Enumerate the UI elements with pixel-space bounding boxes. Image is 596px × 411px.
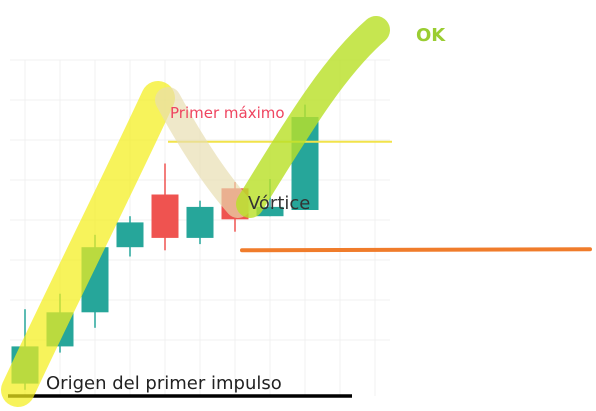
- highlight-impulse-up: [1, 81, 175, 407]
- annotation-origen: Origen del primer impulso: [46, 373, 282, 394]
- annotations: Primer máximo Vórtice OK Origen del prim…: [46, 25, 446, 394]
- annotation-primer-maximo: Primer máximo: [170, 104, 285, 122]
- highlighter-strokes: [1, 16, 390, 407]
- annotation-ok: OK: [416, 25, 446, 46]
- candle-body: [186, 206, 214, 238]
- annotation-vortice: Vórtice: [248, 193, 310, 214]
- highlight-pullback: [155, 87, 251, 218]
- candle-body: [256, 206, 284, 217]
- level-line-vortice: [240, 247, 592, 253]
- candle-body: [151, 194, 179, 238]
- highlight-second-impulse: [236, 16, 390, 218]
- candle-body: [116, 222, 144, 248]
